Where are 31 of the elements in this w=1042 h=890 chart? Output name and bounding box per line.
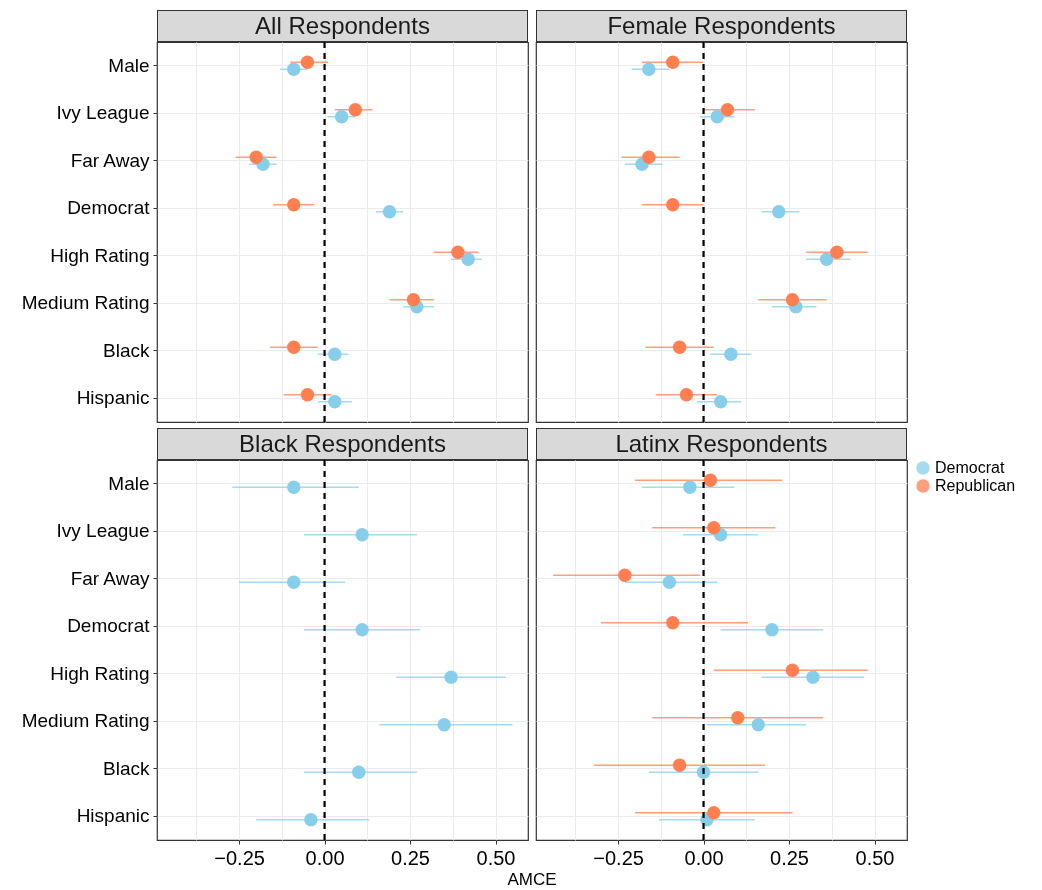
x-tick-label: 0.25 [770,846,809,869]
x-tick-label: 0.50 [476,846,516,869]
y-tick-label: High Rating [50,662,150,684]
y-tick-label: Democrat [67,615,151,637]
y-tick-label: Hispanic [76,805,150,827]
y-tick-label: Hispanic [76,387,150,409]
y-tick-label: Black [103,339,150,361]
y-tick-label: Ivy League [56,520,150,542]
chart-title: Latinx Respondents [536,428,907,460]
x-tick-label: 0.50 [855,846,895,869]
x-tick-label: −0.25 [214,846,265,869]
y-tick-label: Far Away [70,567,150,589]
y-tick-label: Male [108,472,150,494]
y-tick-label: Medium Rating [21,710,150,732]
y-tick-label: Democrat [67,197,151,219]
y-tick-label: Male [108,54,150,76]
x-tick-label: 0.25 [391,846,430,869]
x-tick-label: 0.00 [305,846,345,869]
legend-label: Republican [935,477,1016,494]
y-tick-label: Medium Rating [21,292,150,314]
y-tick-label: Far Away [70,149,150,171]
y-tick-label: High Rating [50,244,150,266]
chart-title: All Respondents [157,10,528,42]
y-tick-label: Ivy League [56,102,150,124]
legend-label: Democrat [935,459,1005,476]
y-tick-label: Black [103,757,150,779]
chart-title: Black Respondents [157,428,528,460]
x-tick-label: 0.00 [684,846,724,869]
x-tick-label: −0.25 [593,846,644,869]
x-axis-title: AMCE [506,870,558,890]
chart-title: Female Respondents [536,10,907,42]
